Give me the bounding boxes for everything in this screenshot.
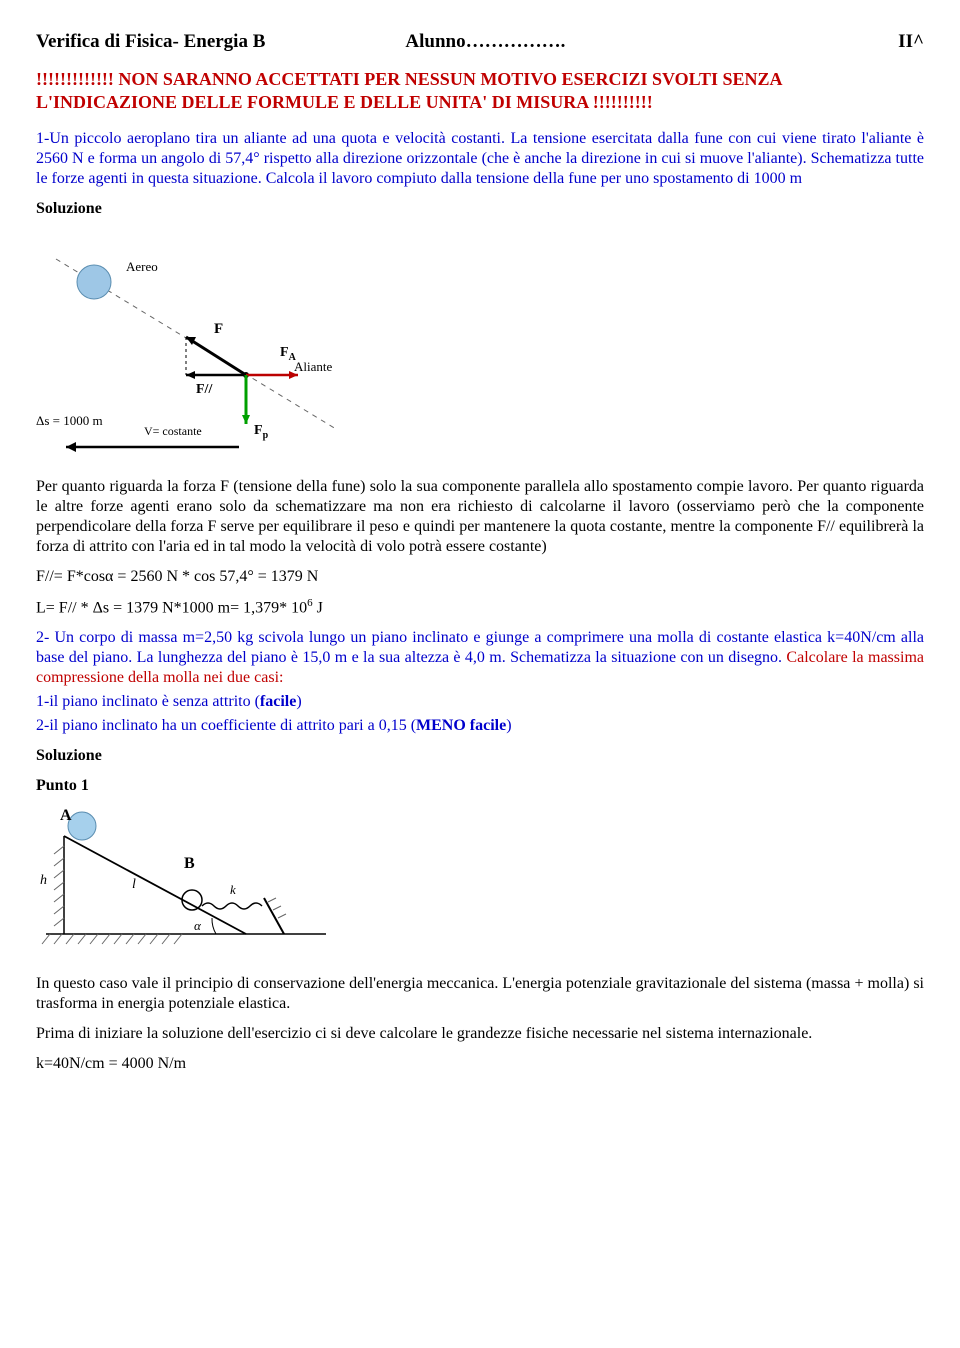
d1-ds: Δs = 1000 m — [36, 413, 103, 428]
ex2-soluzione-label: Soluzione — [36, 746, 924, 766]
ex2-line1c: ) — [296, 693, 301, 710]
d1-vconst: V= costante — [144, 424, 202, 438]
d2-h: h — [40, 873, 47, 888]
ex1-eq2-b: J — [313, 599, 323, 616]
title-right: II^ — [898, 30, 924, 54]
d2-k: k — [230, 882, 236, 897]
d1-FA: F — [280, 345, 289, 360]
ex1-diagram: Aereo Aliante F F// FA Fp Δs = 1000 m V=… — [36, 229, 924, 459]
d1-Fp-sub: p — [263, 430, 269, 441]
ex1-para2: Per quanto riguarda la forza F (tensione… — [36, 477, 924, 557]
d1-aereo: Aereo — [126, 259, 158, 274]
ex2-punto1-label: Punto 1 — [36, 776, 924, 796]
d2-l: l — [132, 877, 136, 892]
svg-text:Fp: Fp — [254, 423, 269, 441]
d1-Fpar: F// — [196, 382, 213, 397]
svg-text:FA: FA — [280, 345, 297, 363]
warning-text: !!!!!!!!!!!!! NON SARANNO ACCETTATI PER … — [36, 68, 924, 115]
ex2-para: In questo caso vale il principio di cons… — [36, 974, 924, 1014]
ex2-diagram: A h l B k α — [36, 806, 924, 956]
ex2-text: 2- Un corpo di massa m=2,50 kg scivola l… — [36, 628, 924, 688]
ex1-text: 1-Un piccolo aeroplano tira un aliante a… — [36, 129, 924, 189]
ex2-para2: Prima di iniziare la soluzione dell'eser… — [36, 1024, 924, 1044]
page-header: Verifica di Fisica- Energia B Alunno…………… — [36, 30, 924, 54]
ex2-line1b: facile — [260, 693, 296, 710]
ex2-line2b: MENO facile — [416, 717, 506, 734]
ex1-soluzione-label: Soluzione — [36, 199, 924, 219]
d2-alpha: α — [194, 918, 202, 933]
title-mid: Alunno……………. — [405, 30, 565, 54]
ex1-eq1: F//= F*cosα = 2560 N * cos 57,4° = 1379 … — [36, 567, 924, 587]
d1-F: F — [214, 321, 223, 337]
ex2-line1: 1-il piano inclinato è senza attrito (fa… — [36, 692, 924, 712]
ex2-eq: k=40N/cm = 4000 N/m — [36, 1054, 924, 1074]
ex2-line2c: ) — [506, 717, 511, 734]
ex1-eq2-a: L= F// * Δs = 1379 N*1000 m= 1,379* 10 — [36, 599, 307, 616]
title-left: Verifica di Fisica- Energia B — [36, 30, 265, 54]
ex2-line1a: 1-il piano inclinato è senza attrito ( — [36, 693, 260, 710]
d2-B: B — [184, 855, 195, 872]
d1-Fp: F — [254, 423, 263, 438]
d1-aliante: Aliante — [294, 359, 332, 374]
ex1-eq2: L= F// * Δs = 1379 N*1000 m= 1,379* 106 … — [36, 597, 924, 618]
ex2-line2: 2-il piano inclinato ha un coefficiente … — [36, 716, 924, 736]
ex2-line2a: 2-il piano inclinato ha un coefficiente … — [36, 717, 416, 734]
d2-A: A — [60, 807, 72, 824]
d1-FA-sub: A — [289, 352, 297, 363]
